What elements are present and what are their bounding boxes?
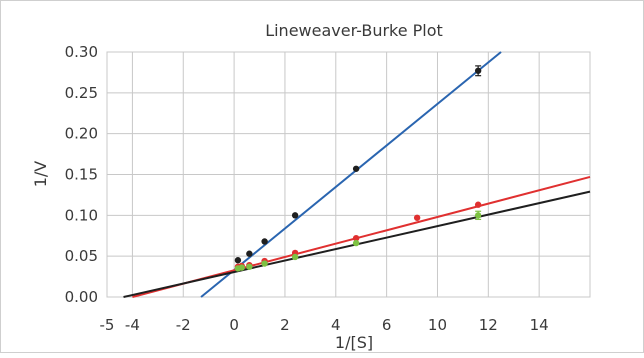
data-point <box>413 214 421 221</box>
data-point <box>261 260 268 267</box>
y-tick-label: 0.05 <box>65 247 98 265</box>
x-tick-label: 4 <box>331 316 341 334</box>
x-tick-label: 14 <box>530 316 549 334</box>
x-tick-label: 6 <box>382 316 392 334</box>
x-tick-label: 2 <box>280 316 290 334</box>
data-point <box>352 165 360 172</box>
y-tick-label: 0.15 <box>65 166 98 184</box>
data-point <box>238 264 245 271</box>
data-point <box>474 67 482 74</box>
x-tick-label: -2 <box>176 316 191 334</box>
plot-area <box>106 51 591 298</box>
y-tick-label: 0.30 <box>65 43 98 61</box>
y-tick-label: 0.10 <box>65 206 98 224</box>
data-point <box>234 257 242 264</box>
tick-labels: -5 -4 -2 0 2 4 6 10 12 14 0.00 0.05 0.10 0.15 0.20 0.25… <box>65 43 549 334</box>
y-axis-label: 1/V <box>31 161 50 188</box>
data-point <box>474 212 482 219</box>
x-tick-label: -5 <box>100 316 115 334</box>
y-tick-label: 0.00 <box>65 288 98 306</box>
data-point <box>291 212 299 219</box>
x-tick-label: 0 <box>229 316 239 334</box>
data-points <box>234 65 482 272</box>
grid <box>106 51 591 298</box>
x-tick-label: -4 <box>125 316 140 334</box>
y-tick-label: 0.25 <box>65 84 98 102</box>
data-point <box>261 238 268 245</box>
x-axis-label: 1/[S] <box>335 333 373 352</box>
x-tick-label: 10 <box>428 316 447 334</box>
x-tick-label: 12 <box>479 316 498 334</box>
data-point <box>246 263 253 270</box>
chart-title: Lineweaver-Burke Plot <box>265 21 443 40</box>
data-point <box>291 253 299 261</box>
y-tick-label: 0.20 <box>65 125 98 143</box>
data-point <box>474 201 482 208</box>
data-point <box>352 235 360 242</box>
data-point <box>246 250 253 257</box>
data-point <box>352 239 360 247</box>
